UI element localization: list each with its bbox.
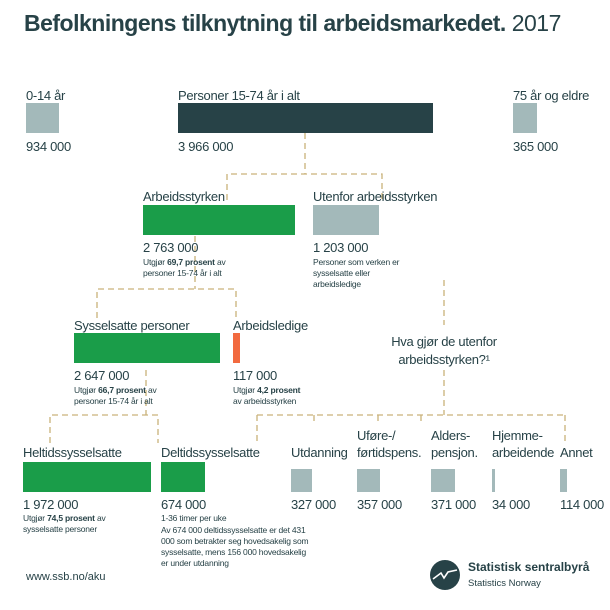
label-fulltime: Heltidssysselsatte	[23, 445, 122, 460]
note-fulltime: Utgjør 74,5 prosent av sysselsatte perso…	[23, 513, 118, 535]
label-employed: Sysselsatte personer	[74, 318, 190, 333]
bar-0-14	[26, 103, 59, 133]
bar-labour-force	[143, 205, 295, 235]
group-label-line1: Uføre-/	[357, 428, 396, 443]
label-labour-force: Arbeidsstyrken	[143, 189, 225, 204]
value-unemployed: 117 000	[233, 368, 277, 383]
group-label-line1: Hjemme-	[492, 428, 543, 443]
brand-subtitle: Statistics Norway	[468, 578, 541, 589]
bar-outside	[313, 205, 379, 235]
value-labour-force: 2 763 000	[143, 240, 199, 255]
note-text: av sysselsatte personer	[23, 513, 106, 534]
note-parttime-detail: Av 674 000 deltidssysselsatte er det 431…	[161, 525, 309, 568]
bar-75-plus	[513, 103, 537, 133]
value-fulltime: 1 972 000	[23, 497, 79, 512]
note-text: av personer 15-74 år i alt	[74, 385, 157, 406]
note-text: Utgjør	[23, 513, 48, 523]
bar-employed	[74, 333, 220, 363]
connector-outside-groups	[256, 414, 566, 443]
note-text: av arbeidsstyrken	[233, 396, 297, 406]
value-15-74: 3 966 000	[178, 139, 234, 154]
group-value: 34 000	[492, 497, 530, 512]
group-bar	[560, 469, 567, 492]
source-link[interactable]: www.ssb.no/aku	[26, 571, 106, 583]
connector-employed	[49, 370, 159, 443]
bar-unemployed	[233, 333, 240, 363]
outside-question: Hva gjør de utenfor arbeidsstyrken?¹	[391, 334, 497, 367]
note-text: Utgjør	[74, 385, 99, 395]
label-outside: Utenfor arbeidsstyrken	[313, 189, 438, 204]
note-bold: 4,2 prosent	[257, 385, 301, 395]
connector-labour	[96, 236, 237, 318]
bar-parttime	[161, 462, 205, 492]
label-unemployed: Arbeidsledige	[233, 318, 308, 333]
value-employed: 2 647 000	[74, 368, 130, 383]
note-bold: 74,5 prosent	[47, 513, 95, 523]
note-bold: 69,7 prosent	[167, 257, 215, 267]
group-label: Utdanning	[291, 445, 348, 460]
label-parttime: Deltidssysselsatte	[161, 445, 260, 460]
brand-name: Statistisk sentralbyrå	[468, 560, 590, 574]
bar-15-74	[178, 103, 433, 133]
label-0-14: 0-14 år	[26, 88, 66, 103]
value-outside: 1 203 000	[313, 240, 369, 255]
label-15-74: Personer 15-74 år i alt	[178, 88, 300, 103]
connector-top	[226, 133, 383, 200]
note-bold: 66,7 prosent	[98, 385, 146, 395]
page-title: Befolkningens tilknytning til arbeidsmar…	[24, 10, 561, 37]
bar-fulltime	[23, 462, 151, 492]
group-label-line2: arbeidende	[492, 445, 555, 460]
group-value: 114 000	[560, 497, 604, 512]
group-value: 357 000	[357, 497, 402, 512]
note-text: av personer 15-74 år i alt	[143, 257, 226, 278]
group-bar	[492, 469, 495, 492]
group-value: 327 000	[291, 497, 336, 512]
label-75-plus: 75 år og eldre	[513, 88, 590, 103]
group-label-line2: pensjon.	[431, 445, 478, 460]
group-label: Annet	[560, 445, 593, 460]
group-label-line2: førtidspens.	[357, 445, 422, 460]
note-outside: Personer som verken er sysselsatte eller…	[313, 257, 400, 289]
note-labour-force: Utgjør 69,7 prosent av personer 15-74 år…	[143, 257, 253, 279]
group-bar	[431, 469, 455, 492]
value-parttime: 674 000	[161, 497, 206, 512]
group-bar	[357, 469, 380, 492]
group-label-line1: Alders-	[431, 428, 471, 443]
value-0-14: 934 000	[26, 139, 71, 154]
note-text: Utgjør	[233, 385, 258, 395]
note-unemployed: Utgjør 4,2 prosent av arbeidsstyrken	[233, 385, 308, 407]
title-text: Befolkningens tilknytning til arbeidsmar…	[24, 10, 506, 36]
note-employed: Utgjør 66,7 prosent av personer 15-74 år…	[74, 385, 184, 407]
note-text: Utgjør	[143, 257, 168, 267]
ssb-logo-icon	[430, 560, 460, 590]
group-bar	[291, 469, 312, 492]
group-value: 371 000	[431, 497, 476, 512]
note-parttime-hours: 1-36 timer per uke	[161, 513, 227, 523]
value-75-plus: 365 000	[513, 139, 558, 154]
title-year: 2017	[511, 10, 562, 36]
